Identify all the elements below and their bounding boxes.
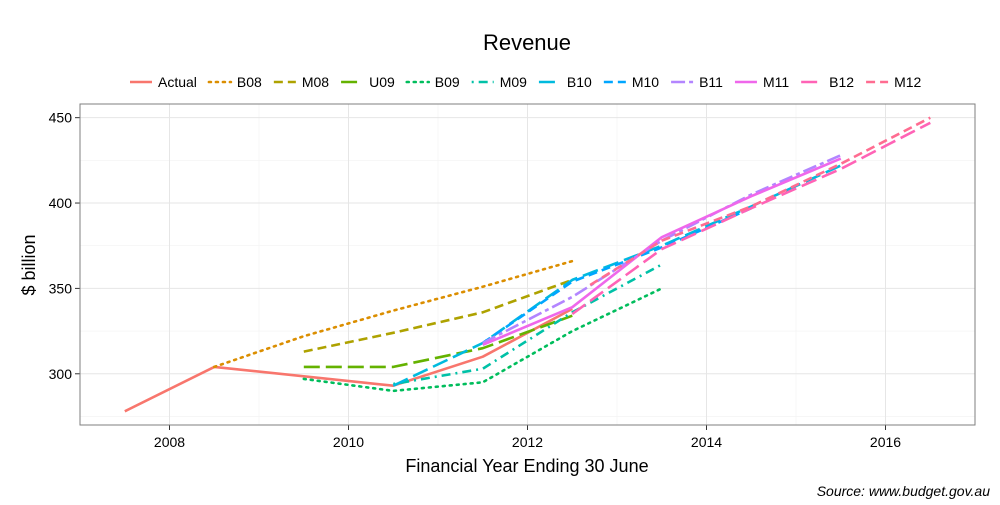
plot-panel: 2008 2010 2012 2014 2016 300 350 400 450	[49, 103, 976, 450]
x-tick-label: 2008	[154, 434, 185, 450]
y-tick-label: 350	[49, 280, 73, 296]
legend-label: B08	[237, 74, 262, 90]
legend-item-actual: Actual	[130, 74, 197, 90]
legend-label: B12	[829, 74, 854, 90]
legend-label: B11	[699, 74, 723, 90]
series-line-m12	[589, 116, 931, 287]
legend-label: Actual	[158, 74, 197, 90]
legend-item-u09: U09	[341, 74, 395, 90]
legend-label: B10	[567, 74, 592, 90]
y-tick-label: 400	[49, 195, 73, 211]
series-line-u09	[303, 314, 573, 369]
legend-label: M12	[894, 74, 921, 90]
series-line-m08	[303, 278, 573, 353]
legend-item-b09: B09	[405, 74, 460, 90]
y-axis-title: $ billion	[19, 234, 39, 295]
x-axis-title: Financial Year Ending 30 June	[405, 456, 648, 476]
legend-item-m10: M10	[603, 74, 659, 90]
series-line-b09	[302, 287, 664, 393]
legend-label: M11	[763, 74, 789, 90]
x-tick-label: 2014	[691, 434, 722, 450]
source-note: Source: www.budget.gov.au	[817, 483, 991, 499]
legend-item-m08: M08	[273, 74, 329, 90]
legend-label: B09	[435, 74, 460, 90]
legend-item-m11: M11	[734, 74, 789, 90]
x-tick-label: 2010	[333, 434, 364, 450]
legend-label: M10	[632, 74, 659, 90]
y-tick-label: 300	[49, 366, 73, 382]
x-tick-label: 2016	[870, 434, 901, 450]
x-tick-label: 2012	[512, 434, 543, 450]
legend-label: M09	[500, 74, 527, 90]
y-tick-label: 450	[49, 110, 73, 126]
series-line-b08	[213, 259, 574, 369]
series-line-b11	[482, 154, 842, 345]
legend: Actual B08 M08 U09 B09 M09 B10 M10 B11 M11 B12 M12	[130, 74, 922, 90]
legend-item-b11: B11	[671, 74, 723, 90]
panel-border	[79, 103, 976, 426]
legend-label: U09	[369, 74, 395, 90]
legend-item-m12: M12	[866, 74, 922, 90]
legend-item-b12: B12	[801, 74, 854, 90]
legend-label: M08	[302, 74, 329, 90]
series-line-m11	[482, 157, 842, 346]
legend-item-b10: B10	[538, 74, 592, 90]
legend-item-m09: M09	[471, 74, 527, 90]
chart-title: Revenue	[483, 30, 571, 55]
series-line-b12	[571, 121, 931, 316]
legend-item-b08: B08	[207, 74, 262, 90]
